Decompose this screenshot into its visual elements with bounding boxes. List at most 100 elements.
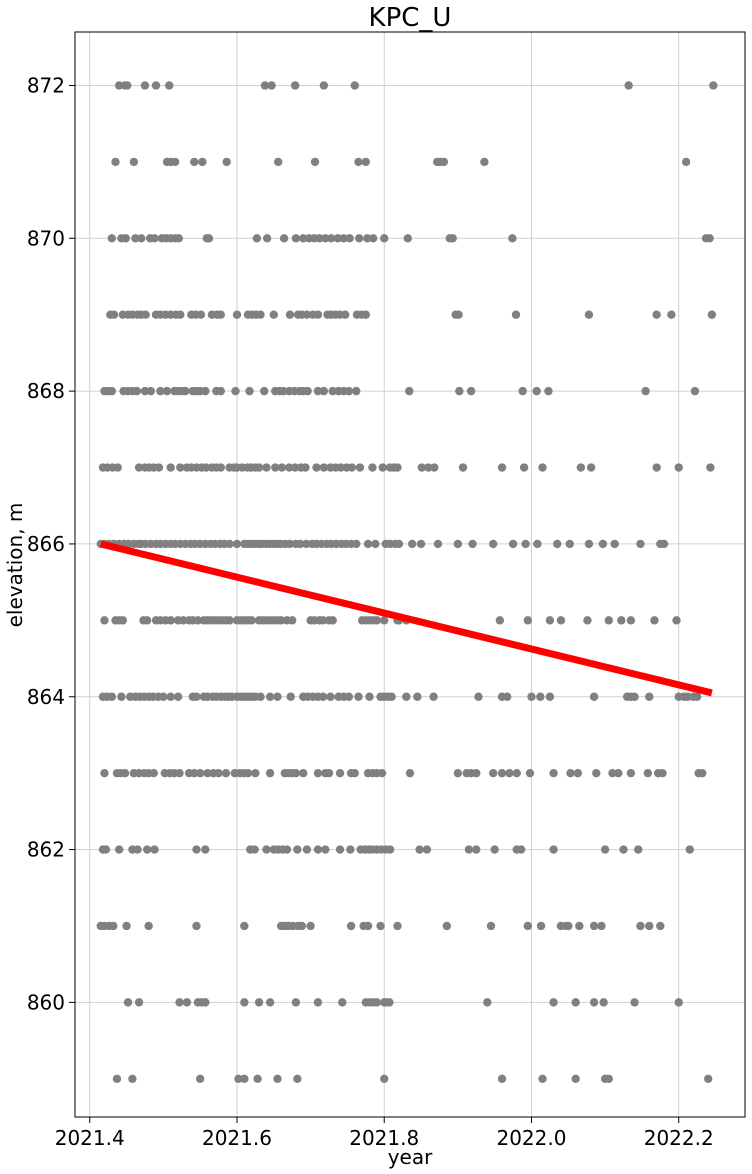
data-point (393, 463, 402, 472)
data-point (216, 386, 225, 396)
data-point (703, 1074, 713, 1083)
data-point (243, 768, 253, 778)
data-point (505, 768, 514, 778)
data-point (190, 768, 199, 778)
data-point (335, 845, 345, 854)
plot-frame (74, 31, 746, 1118)
data-point (608, 768, 617, 778)
data-point (385, 998, 394, 1007)
data-point (338, 998, 347, 1007)
data-point (279, 386, 288, 396)
data-point (466, 386, 476, 396)
data-point (192, 692, 201, 701)
data-point (584, 539, 594, 549)
data-point (299, 234, 308, 243)
data-point (706, 463, 715, 472)
data-point (614, 768, 623, 778)
data-point (166, 463, 175, 472)
data-point (201, 386, 210, 396)
data-point (260, 386, 269, 396)
data-point (361, 157, 371, 167)
data-point (346, 845, 355, 854)
data-point (170, 157, 180, 167)
data-point (480, 157, 489, 167)
data-point (123, 81, 132, 90)
data-point (355, 463, 365, 472)
data-point (174, 234, 184, 243)
data-point (196, 310, 206, 319)
y-axis: 860 862 864 866 868 870 872 (27, 73, 75, 1014)
chart-title: KPC_U (369, 3, 452, 33)
data-point (299, 768, 308, 778)
data-point (318, 616, 328, 625)
data-point (265, 768, 275, 778)
data-point (296, 539, 305, 549)
data-point (508, 234, 517, 243)
data-point (430, 463, 439, 472)
data-point (225, 539, 234, 549)
data-point (345, 234, 354, 243)
y-tick-label: 870 (27, 226, 65, 250)
data-point (597, 921, 606, 931)
data-point (134, 463, 144, 472)
data-point (658, 768, 667, 778)
data-point (203, 768, 212, 778)
data-point (301, 539, 311, 549)
data-point (256, 310, 265, 319)
data-point (306, 921, 315, 931)
data-point (502, 692, 512, 701)
data-point (442, 921, 452, 931)
data-point (583, 616, 592, 625)
data-point (592, 768, 601, 778)
data-point (474, 692, 483, 701)
data-point (290, 81, 300, 90)
data-point (232, 310, 242, 319)
trend-line (99, 540, 713, 697)
data-point (253, 1074, 262, 1083)
data-point (267, 81, 276, 90)
data-point (176, 463, 185, 472)
data-point (123, 998, 133, 1007)
data-point (150, 845, 159, 854)
data-point (297, 921, 306, 931)
data-point (118, 616, 128, 625)
data-point (518, 386, 527, 396)
data-point (302, 310, 312, 319)
data-point (454, 310, 463, 319)
data-point (433, 539, 443, 549)
data-point (313, 386, 323, 396)
data-point (176, 310, 185, 319)
data-point (201, 463, 211, 472)
data-point (222, 157, 231, 167)
data-point (422, 845, 432, 854)
data-point (468, 539, 477, 549)
data-point (641, 386, 650, 396)
data-point (117, 692, 126, 701)
data-point (586, 463, 596, 472)
data-point (361, 310, 371, 319)
data-point (198, 157, 207, 167)
data-point (604, 616, 613, 625)
data-point (626, 616, 636, 625)
data-point (347, 463, 357, 472)
data-point (354, 234, 364, 243)
data-point (216, 463, 225, 472)
plot-area-border (74, 31, 746, 1118)
y-tick-label: 866 (27, 532, 65, 556)
data-point (137, 234, 146, 243)
data-point (352, 539, 361, 549)
data-point (182, 998, 192, 1007)
data-point (372, 616, 382, 625)
data-point (692, 692, 702, 701)
data-point (107, 234, 117, 243)
data-point (285, 539, 295, 549)
data-point (240, 998, 249, 1007)
data-point (624, 81, 633, 90)
data-point (273, 1074, 282, 1083)
data-point (100, 768, 109, 778)
data-point (247, 616, 256, 625)
data-point (685, 845, 694, 854)
data-point (318, 692, 328, 701)
data-point (495, 616, 505, 625)
data-point (265, 692, 275, 701)
